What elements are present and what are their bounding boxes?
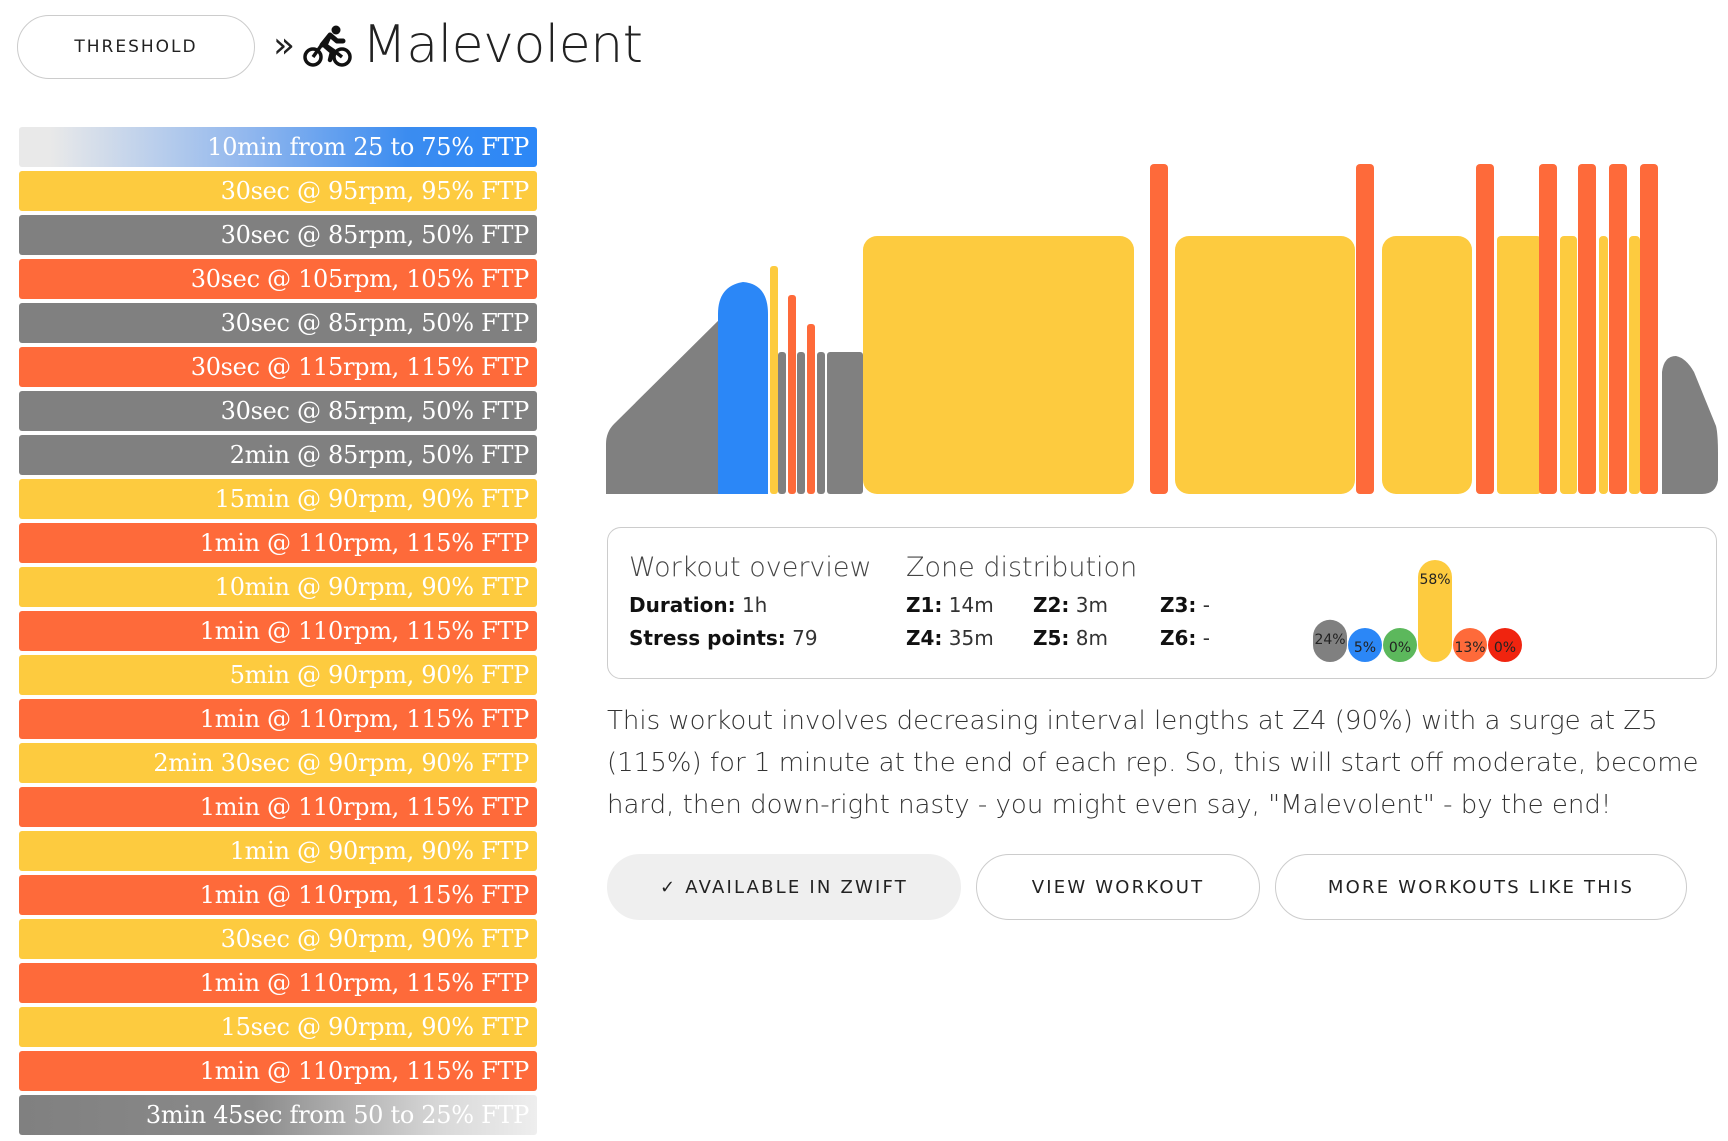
interval-row: 15sec @ 90rpm, 90% FTP: [19, 1007, 537, 1047]
profile-warmup-ramp: [606, 309, 730, 494]
zone-bar-z3: [1383, 628, 1417, 662]
profile-block: [863, 236, 1134, 494]
profile-warmup-top: [718, 282, 768, 494]
interval-row: 10min @ 90rpm, 90% FTP: [19, 567, 537, 607]
zone-z1-line: Z1: 14m: [906, 593, 994, 617]
zone-distribution-chart: 24% 5% 0% 58% 13% 0%: [1313, 560, 1522, 662]
profile-block: [788, 295, 796, 494]
profile-cooldown: [1662, 356, 1718, 494]
overview-heading: Workout overview: [629, 552, 872, 583]
profile-block: [1609, 164, 1627, 494]
zone-bar-label: 0%: [1389, 640, 1411, 656]
profile-block: [1560, 236, 1577, 494]
interval-row: 15min @ 90rpm, 90% FTP: [19, 479, 537, 519]
workout-description: This workout involves decreasing interva…: [607, 706, 1699, 820]
zone-bar-z1: [1313, 619, 1347, 662]
zone-z6-line: Z6: -: [1160, 626, 1210, 650]
profile-block: [778, 352, 786, 494]
profile-block: [827, 352, 863, 494]
zone-z3-line: Z3: -: [1160, 593, 1210, 617]
zone-bar-label: 58%: [1419, 572, 1450, 588]
interval-row: 30sec @ 95rpm, 95% FTP: [19, 171, 537, 211]
interval-row: 30sec @ 85rpm, 50% FTP: [19, 303, 537, 343]
profile-block: [1497, 236, 1541, 494]
interval-row: 1min @ 110rpm, 115% FTP: [19, 787, 537, 827]
zone-bar-z2: [1348, 628, 1382, 662]
profile-block: [1382, 236, 1472, 494]
interval-row: 1min @ 90rpm, 90% FTP: [19, 831, 537, 871]
interval-list: 10min from 25 to 75% FTP 30sec @ 95rpm, 9…: [19, 127, 537, 1139]
interval-row: 30sec @ 85rpm, 50% FTP: [19, 215, 537, 255]
breadcrumb-separator: »: [273, 25, 296, 66]
zone-bar-label: 13%: [1454, 640, 1485, 656]
profile-block: [1578, 164, 1596, 494]
zone-bar-z5: [1453, 628, 1487, 662]
zone-bar-label: 5%: [1354, 640, 1376, 656]
interval-row: 3min 45sec from 50 to 25% FTP: [19, 1095, 537, 1135]
workout-title: Malevolent: [362, 15, 643, 75]
interval-row: 10min from 25 to 75% FTP: [19, 127, 537, 167]
zone-z2-line: Z2: 3m: [1033, 593, 1108, 617]
category-threshold-button[interactable]: THRESHOLD: [17, 15, 255, 79]
interval-row: 1min @ 110rpm, 115% FTP: [19, 875, 537, 915]
profile-block: [1640, 164, 1658, 494]
workout-profile-chart: [606, 164, 1718, 494]
profile-block: [797, 352, 805, 494]
zone-bar-label: 0%: [1494, 640, 1516, 656]
stress-points-line: Stress points: 79: [629, 626, 818, 650]
zone-z5-line: Z5: 8m: [1033, 626, 1108, 650]
profile-block: [770, 266, 778, 494]
profile-block: [1150, 164, 1168, 494]
profile-block: [807, 324, 815, 494]
more-workouts-button[interactable]: MORE WORKOUTS LIKE THIS: [1275, 854, 1687, 920]
profile-block: [1599, 236, 1608, 494]
duration-line: Duration: 1h: [629, 593, 768, 617]
zone-distribution-heading: Zone distribution: [906, 552, 1138, 583]
profile-block: [1539, 164, 1557, 494]
interval-row: 2min @ 85rpm, 50% FTP: [19, 435, 537, 475]
profile-block: [817, 352, 825, 494]
profile-block: [1175, 236, 1355, 494]
view-workout-button[interactable]: VIEW WORKOUT: [976, 854, 1260, 920]
interval-row: 1min @ 110rpm, 115% FTP: [19, 699, 537, 739]
profile-block: [1356, 164, 1374, 494]
interval-row: 30sec @ 105rpm, 105% FTP: [19, 259, 537, 299]
profile-block: [1629, 236, 1640, 494]
profile-block: [1476, 164, 1494, 494]
interval-row: 30sec @ 90rpm, 90% FTP: [19, 919, 537, 959]
interval-row: 2min 30sec @ 90rpm, 90% FTP: [19, 743, 537, 783]
interval-row: 1min @ 110rpm, 115% FTP: [19, 523, 537, 563]
zone-z4-line: Z4: 35m: [906, 626, 994, 650]
available-in-zwift-button[interactable]: ✓ AVAILABLE IN ZWIFT: [607, 854, 961, 920]
interval-row: 1min @ 110rpm, 115% FTP: [19, 963, 537, 1003]
interval-row: 30sec @ 85rpm, 50% FTP: [19, 391, 537, 431]
zone-bar-z6: [1488, 628, 1522, 662]
interval-row: 5min @ 90rpm, 90% FTP: [19, 655, 537, 695]
zone-bar-z4: [1418, 560, 1452, 662]
interval-row: 30sec @ 115rpm, 115% FTP: [19, 347, 537, 387]
interval-row: 1min @ 110rpm, 115% FTP: [19, 611, 537, 651]
workout-overview-card: Workout overview Duration: 1h Stress poi…: [607, 527, 1717, 679]
cycling-icon: [303, 25, 352, 67]
interval-row: 1min @ 110rpm, 115% FTP: [19, 1051, 537, 1091]
zone-bar-label: 24%: [1314, 632, 1345, 648]
